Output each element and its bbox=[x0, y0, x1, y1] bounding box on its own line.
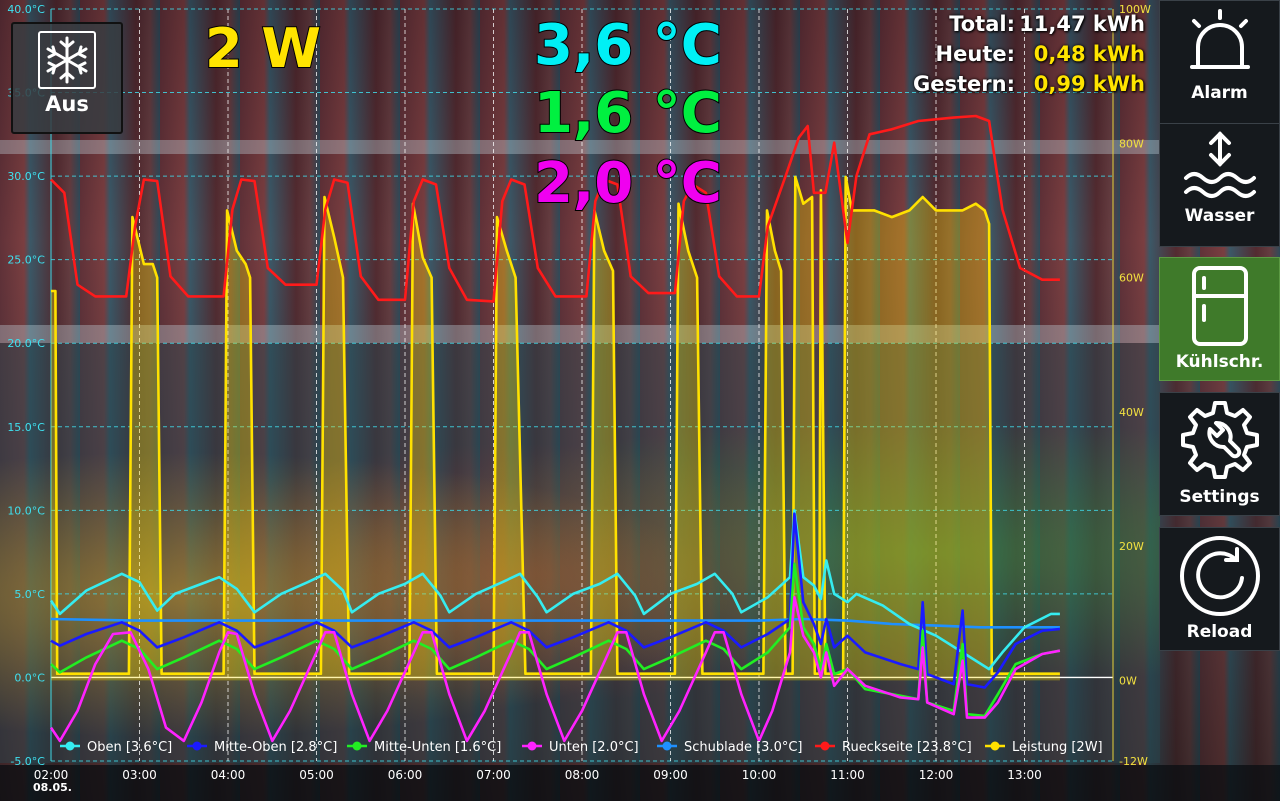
gear-wrench-icon bbox=[1180, 401, 1259, 479]
nav-alarm-label: Alarm bbox=[1191, 83, 1248, 103]
energy-yesterday: Gestern: 0,99 kWh bbox=[905, 74, 1145, 100]
background-footer-shade bbox=[0, 765, 1280, 801]
legend-item: Oben [3.6°C] bbox=[60, 740, 172, 755]
legend-swatch-dot bbox=[662, 741, 672, 751]
energy-today-key: Heute: bbox=[935, 42, 1015, 66]
legend-swatch-dot bbox=[990, 741, 1000, 751]
alarm-light-icon bbox=[1189, 9, 1250, 69]
series-area-leistung bbox=[51, 176, 1060, 681]
legend-label: Oben [3.6°C] bbox=[87, 740, 172, 755]
y-left-tick-label: -5.0°C bbox=[10, 755, 45, 768]
x-tick-label: 04:00 bbox=[211, 768, 246, 782]
legend-item: Mitte-Oben [2.8°C] bbox=[187, 740, 337, 755]
temperature-top: 3,6 °C bbox=[533, 13, 723, 78]
chart-fill bbox=[51, 176, 1060, 681]
cooling-toggle-label: Aus bbox=[45, 92, 89, 116]
x-tick-label: 12:00 bbox=[919, 768, 954, 782]
x-tick-label: 13:00 bbox=[1007, 768, 1042, 782]
cooling-toggle-button[interactable]: Aus bbox=[11, 22, 123, 134]
y-right-tick-label: 40W bbox=[1119, 406, 1144, 419]
y-left-tick-label: 25.0°C bbox=[7, 254, 45, 267]
nav-fridge-label: Kühlschr. bbox=[1175, 352, 1264, 372]
legend-label: Mitte-Unten [1.6°C] bbox=[374, 740, 501, 755]
legend-swatch-dot bbox=[820, 741, 830, 751]
nav-water-label: Wasser bbox=[1184, 206, 1255, 226]
legend-swatch-dot bbox=[65, 741, 75, 751]
fridge-icon bbox=[1191, 266, 1248, 346]
x-tick-label: 11:00 bbox=[830, 768, 865, 782]
nav-reload[interactable]: Reload bbox=[1159, 527, 1280, 651]
y-left-tick-label: 0.0°C bbox=[14, 671, 45, 684]
legend-swatch-dot bbox=[352, 741, 362, 751]
legend-item: Unten [2.0°C] bbox=[522, 740, 639, 755]
chart-legend: Oben [3.6°C] Mitte-Oben [2.8°C] Mitte-Unte… bbox=[60, 740, 1103, 755]
y-right-tick-label: 100W bbox=[1119, 3, 1151, 16]
nav-settings[interactable]: Settings bbox=[1159, 392, 1280, 516]
snowflake-icon bbox=[38, 31, 96, 89]
energy-today-value: 0,48 kWh bbox=[1033, 42, 1145, 66]
energy-yesterday-key: Gestern: bbox=[913, 72, 1015, 96]
energy-today: Heute: 0,48 kWh bbox=[905, 44, 1145, 70]
y-right-tick-label: -12W bbox=[1119, 755, 1148, 768]
series-line-oben bbox=[49, 508, 1060, 671]
legend-label: Leistung [2W] bbox=[1012, 740, 1103, 755]
x-tick-label: 06:00 bbox=[388, 768, 423, 782]
energy-total: Total: 11,47 kWh bbox=[905, 14, 1145, 40]
nav-fridge[interactable]: Kühlschr. bbox=[1159, 257, 1280, 381]
legend-label: Schublade [3.0°C] bbox=[684, 740, 803, 755]
y-left-tick-label: 30.0°C bbox=[7, 170, 45, 183]
energy-total-key: Total: bbox=[949, 12, 1015, 36]
nav-alarm[interactable]: Alarm bbox=[1159, 0, 1280, 124]
legend-item: Mitte-Unten [1.6°C] bbox=[347, 740, 501, 755]
legend-item: Rueckseite [23.8°C] bbox=[815, 740, 972, 755]
legend-item: Schublade [3.0°C] bbox=[657, 740, 803, 755]
x-tick-label: 10:00 bbox=[742, 768, 777, 782]
nav-settings-label: Settings bbox=[1179, 487, 1260, 507]
series-line-mitte-oben bbox=[50, 512, 1061, 689]
legend-label: Mitte-Oben [2.8°C] bbox=[214, 740, 337, 755]
legend-swatch-dot bbox=[192, 741, 202, 751]
y-right-tick-label: 80W bbox=[1119, 137, 1144, 150]
x-tick-label: 08:00 bbox=[565, 768, 600, 782]
series-line-unten bbox=[49, 595, 1061, 743]
y-left-tick-label: 15.0°C bbox=[7, 421, 45, 434]
legend-label: Rueckseite [23.8°C] bbox=[842, 740, 972, 755]
background-shelf bbox=[0, 140, 1160, 154]
temperature-bottom: 2,0 °C bbox=[533, 151, 723, 216]
series-line-rueckseite bbox=[50, 114, 1060, 303]
y-right-tick-label: 20W bbox=[1119, 540, 1144, 553]
x-tick-label: 05:00 bbox=[299, 768, 334, 782]
chart-series bbox=[49, 114, 1061, 743]
legend-label: Unten [2.0°C] bbox=[549, 740, 639, 755]
current-power: 2 W bbox=[204, 17, 322, 80]
series-line-schublade bbox=[50, 617, 1060, 629]
y-left-tick-label: 40.0°C bbox=[7, 3, 45, 16]
y-right-tick-label: 0W bbox=[1119, 674, 1137, 687]
legend-item: Leistung [2W] bbox=[985, 740, 1103, 755]
legend-swatch-dot bbox=[527, 741, 537, 751]
y-left-tick-label: 5.0°C bbox=[14, 588, 45, 601]
energy-total-value: 11,47 kWh bbox=[1019, 12, 1145, 36]
nav-water[interactable]: Wasser bbox=[1159, 123, 1280, 247]
y-right-tick-label: 60W bbox=[1119, 272, 1144, 285]
reload-icon bbox=[1179, 536, 1260, 616]
x-date-label: 08.05. bbox=[33, 781, 72, 794]
y-left-tick-label: 10.0°C bbox=[7, 504, 45, 517]
x-tick-label: 07:00 bbox=[476, 768, 511, 782]
x-tick-label: 02:00 bbox=[34, 768, 69, 782]
nav-reload-label: Reload bbox=[1186, 622, 1253, 642]
water-level-icon bbox=[1183, 131, 1256, 198]
energy-yesterday-value: 0,99 kWh bbox=[1033, 72, 1145, 96]
y-left-tick-label: 20.0°C bbox=[7, 337, 45, 350]
background-shelf bbox=[0, 325, 1160, 343]
chart-grid bbox=[50, 8, 1114, 762]
temperature-middle: 1,6 °C bbox=[533, 81, 723, 146]
x-tick-label: 09:00 bbox=[653, 768, 688, 782]
x-tick-label: 03:00 bbox=[122, 768, 157, 782]
